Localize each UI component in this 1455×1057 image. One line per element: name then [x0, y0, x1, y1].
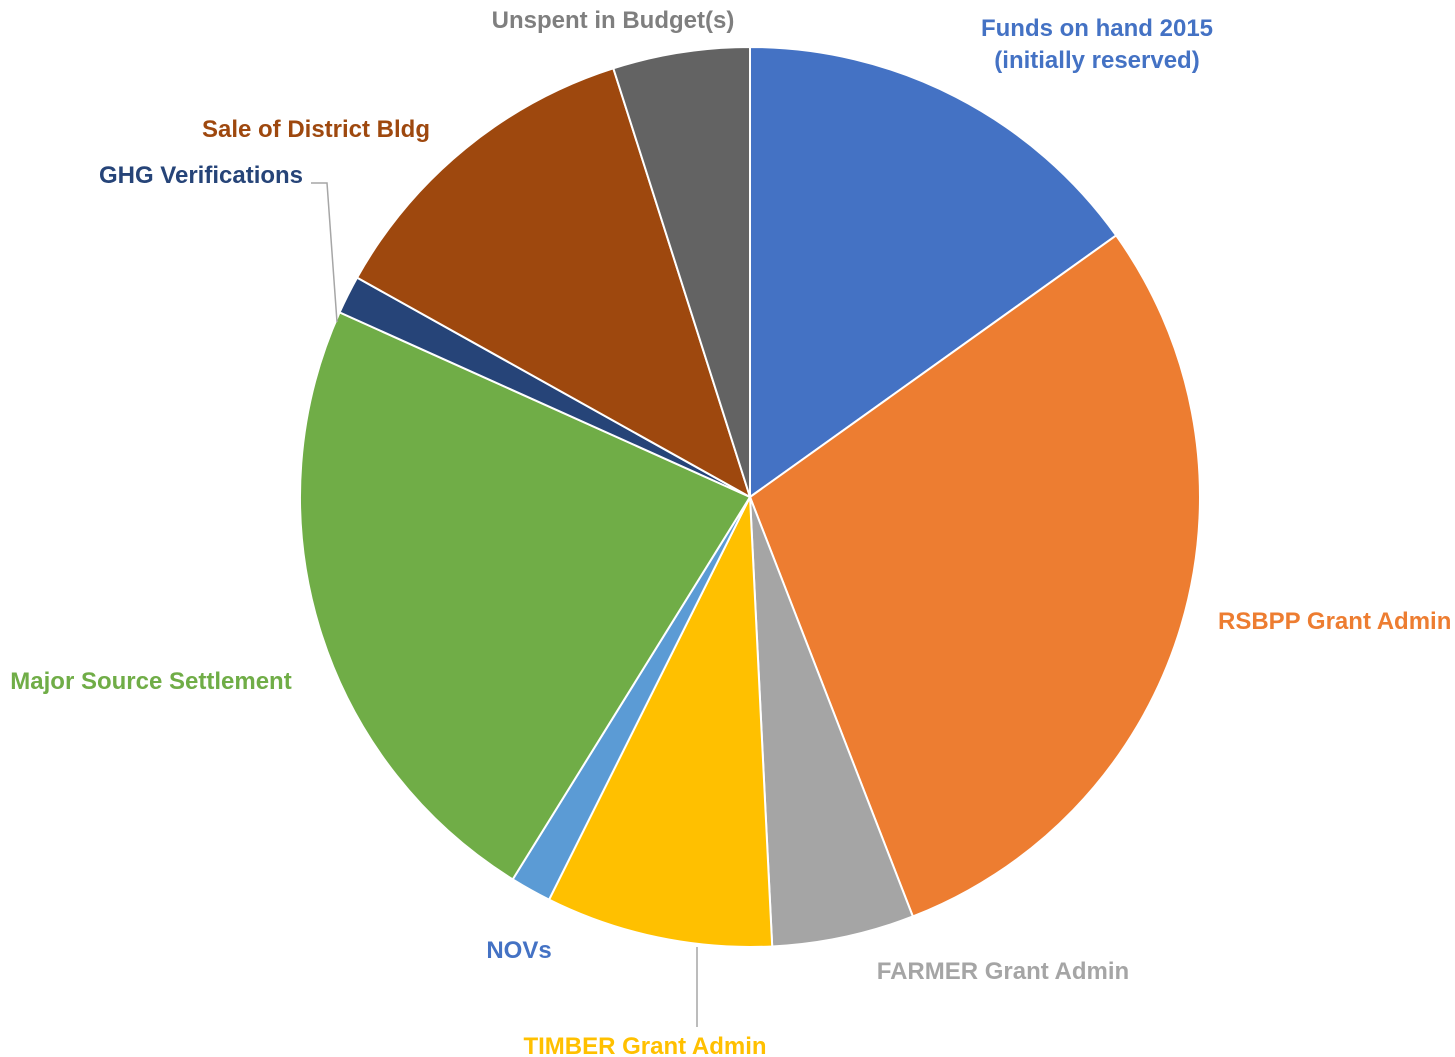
slice-label-line: Funds on hand 2015 [981, 15, 1213, 42]
pie-slice-3 [547, 493, 774, 948]
slice-label-6: GHG Verifications [99, 162, 303, 189]
pie-slice-1 [748, 234, 1201, 918]
pie-slice-2 [749, 496, 915, 948]
slice-label-0: Funds on hand 2015 (initially reserved) [981, 15, 1213, 74]
slice-label-line: Sale of District Bldg [202, 116, 430, 143]
leader-line-6 [311, 182, 338, 323]
pie-slices [299, 45, 1201, 948]
slice-label-7: Sale of District Bldg [202, 116, 430, 143]
slice-label-line: RSBPP Grant Admin [1218, 608, 1451, 635]
slice-label-line: NOVs [486, 937, 551, 964]
slice-label-8: Unspent in Budget(s) [492, 7, 735, 34]
pie-slice-0 [749, 45, 1118, 499]
pie-slice-7 [355, 67, 752, 500]
slice-label-2: FARMER Grant Admin [877, 958, 1129, 985]
slice-label-line: Unspent in Budget(s) [492, 7, 735, 34]
slice-label-line: FARMER Grant Admin [877, 958, 1129, 985]
slice-label-4: NOVs [486, 937, 551, 964]
slice-label-line: GHG Verifications [99, 162, 303, 189]
slice-label-5: Major Source Settlement [10, 668, 291, 695]
label-leader-lines [311, 182, 698, 1027]
slice-label-line: TIMBER Grant Admin [523, 1033, 766, 1057]
slice-label-3: TIMBER Grant Admin [523, 1033, 766, 1057]
slice-label-line: (initially reserved) [994, 47, 1199, 74]
slice-labels: Funds on hand 2015 (initially reserved) RS… [10, 7, 1451, 1057]
slice-label-line: Major Source Settlement [10, 668, 291, 695]
pie-slice-8 [612, 45, 751, 498]
slice-label-1: RSBPP Grant Admin [1218, 608, 1451, 635]
pie-slice-5 [299, 311, 752, 881]
